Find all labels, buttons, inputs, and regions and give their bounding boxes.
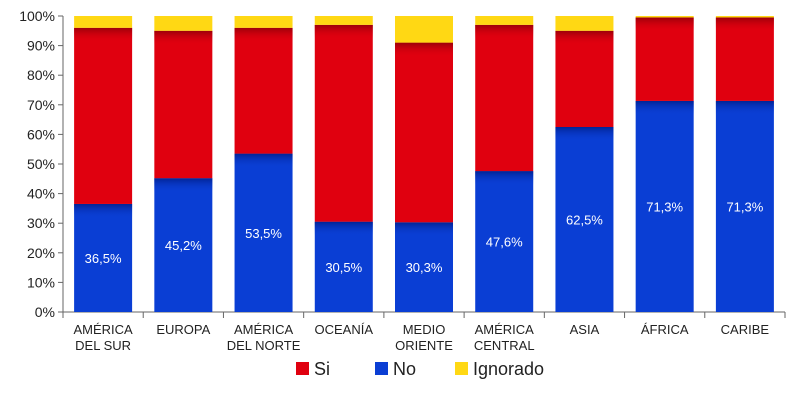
bar-segment-shading xyxy=(635,100,694,115)
data-label: 45,2% xyxy=(165,238,202,253)
x-tick-label: ASIA xyxy=(570,322,600,337)
bar-segment-no xyxy=(314,221,373,312)
bar-segment-ignorado xyxy=(635,16,694,18)
bar-segment-shading xyxy=(555,127,614,141)
bar-segment-si xyxy=(314,24,373,222)
x-tick-label-line: CENTRAL xyxy=(474,338,535,353)
bar-segment-shading xyxy=(234,153,293,168)
bar-segment-si xyxy=(555,30,614,127)
bar-segment-no xyxy=(395,222,453,312)
x-tick-label-line: OCEANÍA xyxy=(315,322,374,337)
legend-swatch-ignorado xyxy=(455,362,468,375)
data-label: 53,5% xyxy=(245,226,282,241)
bar-segment-no xyxy=(475,171,534,312)
bar-segment-ignorado xyxy=(314,16,373,25)
bar-segment-si xyxy=(395,42,453,223)
bar-segment-shading xyxy=(635,17,694,32)
data-label: 36,5% xyxy=(85,251,122,266)
bar-segment-no xyxy=(234,153,293,312)
bar-segment-shading xyxy=(475,24,534,39)
y-tick-label: 90% xyxy=(27,38,55,54)
x-tick-label-line: MEDIO xyxy=(403,322,446,337)
x-tick-label-line: ORIENTE xyxy=(395,338,453,353)
x-tick-label: EUROPA xyxy=(156,322,210,337)
bar-segment-no xyxy=(154,178,213,312)
data-label: 71,3% xyxy=(646,199,683,214)
bar-segment-shading xyxy=(154,30,213,45)
data-label: 62,5% xyxy=(566,213,603,228)
y-tick-label: 50% xyxy=(27,156,55,172)
x-tick-label: MEDIO ORIENTE xyxy=(395,322,453,353)
y-tick-label: 30% xyxy=(27,215,55,231)
x-tick-label: CARIBE xyxy=(721,322,770,337)
x-tick-label-line: CARIBE xyxy=(721,322,770,337)
x-tick-label: OCEANÍA xyxy=(315,322,374,337)
bar-segment-shading xyxy=(555,30,614,45)
bar-segment-no xyxy=(635,100,694,313)
x-tick-label-line: EUROPA xyxy=(156,322,210,337)
bar-segment-shading xyxy=(395,42,453,57)
data-label: 47,6% xyxy=(486,235,523,250)
bars xyxy=(74,16,774,313)
bar-segment-shading xyxy=(314,24,373,39)
x-tick-label: ÁFRICA xyxy=(641,322,689,337)
bar-segment-shading xyxy=(154,178,213,193)
legend-swatch-si xyxy=(296,362,309,375)
bar-segment-no xyxy=(74,203,133,312)
data-label: 30,3% xyxy=(406,260,443,275)
x-tick-label-line: AMÉRICA xyxy=(475,322,535,337)
bar-segment-ignorado xyxy=(74,16,133,28)
x-tick-label-line: ASIA xyxy=(570,322,600,337)
x-tick-label-line: AMÉRICA xyxy=(73,322,133,337)
data-label: 71,3% xyxy=(726,199,763,214)
bar-segment-ignorado xyxy=(154,16,213,31)
x-tick-label: AMÉRICA CENTRAL xyxy=(474,322,535,353)
bar-segment-ignorado xyxy=(395,16,453,43)
y-tick-label: 10% xyxy=(27,274,55,290)
bar-segment-ignorado xyxy=(555,16,614,31)
y-tick-label: 60% xyxy=(27,126,55,142)
y-tick-label: 80% xyxy=(27,67,55,83)
bar-segment-shading xyxy=(715,17,774,32)
bar-segment-shading xyxy=(234,27,293,42)
y-tick-label: 70% xyxy=(27,97,55,113)
x-tick-label: AMÉRICA DEL SUR xyxy=(73,322,133,353)
bar-segment-ignorado xyxy=(234,16,293,28)
bar-segment-ignorado xyxy=(715,16,774,18)
bar-segment-shading xyxy=(395,222,453,237)
bar-segment-ignorado xyxy=(475,16,534,25)
x-tick-label-line: AMÉRICA xyxy=(234,322,294,337)
axes: 0% 10% 20% 30% 40% 50% 60% 70% 80% 90% 100% AMÉRICA… xyxy=(19,8,786,353)
legend-swatch-no xyxy=(375,362,388,375)
bar-segment-si xyxy=(234,27,293,154)
bar-segment-shading xyxy=(715,100,774,115)
bar-segment-si xyxy=(74,27,133,204)
legend-label: Si xyxy=(314,359,330,379)
data-label: 30,5% xyxy=(325,260,362,275)
y-tick-label: 20% xyxy=(27,245,55,261)
x-tick-label: AMÉRICA DEL NORTE xyxy=(227,322,301,353)
y-tick-label: 40% xyxy=(27,186,55,202)
x-tick-label-line: DEL NORTE xyxy=(227,338,301,353)
legend: Si No Ignorado xyxy=(296,359,544,379)
bar-segment-shading xyxy=(74,27,133,42)
bar-segment-shading xyxy=(74,203,133,218)
x-tick-label-line: DEL SUR xyxy=(75,338,131,353)
x-tick-label-line: ÁFRICA xyxy=(641,322,689,337)
legend-label: Ignorado xyxy=(473,359,544,379)
y-tick-label: 100% xyxy=(19,8,55,24)
bar-segment-si xyxy=(475,24,534,172)
bar-segment-si xyxy=(154,30,213,179)
bar-segment-no xyxy=(715,100,774,313)
bar-segment-shading xyxy=(314,221,373,236)
data-labels: 36,5% 45,2% 53,5% 30,5% 30,3% 47,6% 62,5% 71,3%… xyxy=(85,199,764,275)
bar-segment-no xyxy=(555,127,614,312)
bar-segment-shading xyxy=(475,171,534,186)
y-tick-label: 0% xyxy=(35,304,55,320)
legend-label: No xyxy=(393,359,416,379)
